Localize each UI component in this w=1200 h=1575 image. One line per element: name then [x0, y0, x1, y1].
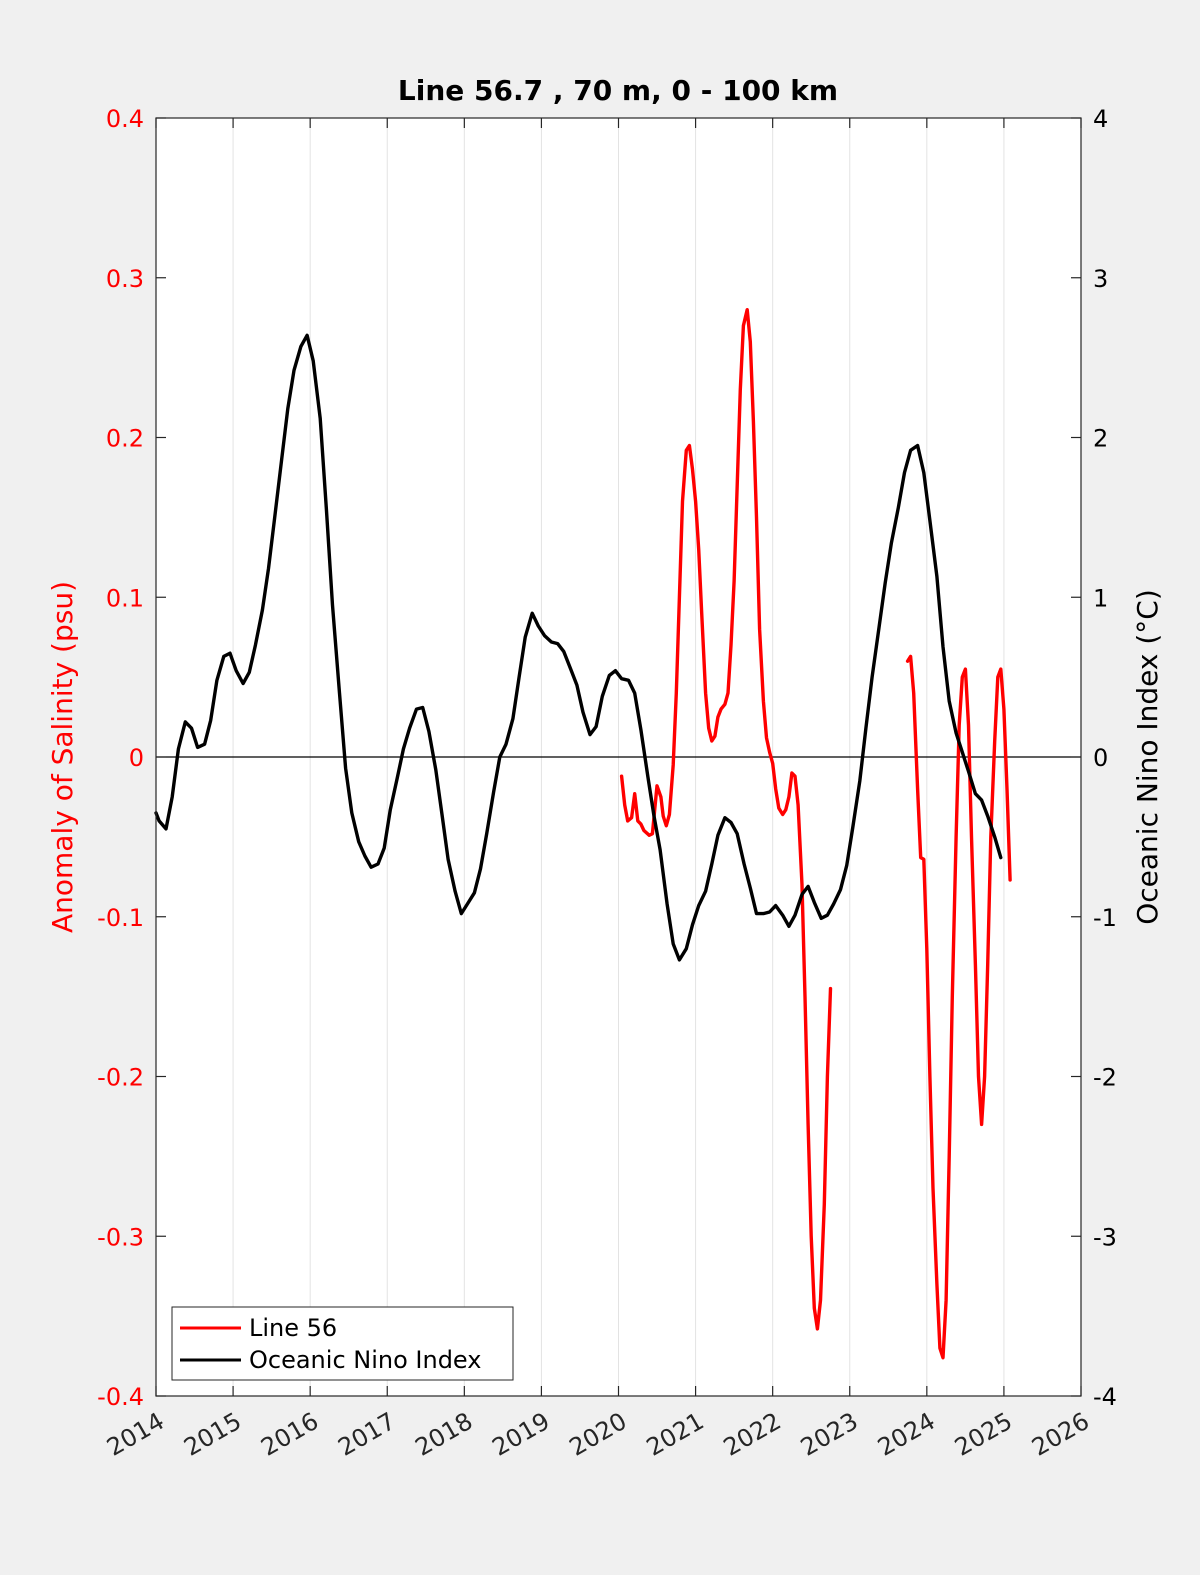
- right-y-axis: -4 -3 -2 -1 0 1 2 3 4: [1071, 105, 1117, 1411]
- series-line-oceanic-nino-index-segment-1: [154, 333, 1003, 962]
- legend-box: [171, 1306, 514, 1381]
- left-tick-label--0.2: -0.2: [97, 1064, 144, 1092]
- series-line-line-56-segment-1: [619, 308, 833, 1331]
- series-line-line-56-segment-2: [905, 654, 1012, 1360]
- right-tick-label-1: 1: [1093, 584, 1108, 612]
- left-tick-label--0.4: -0.4: [97, 1383, 144, 1411]
- right-tick-label--3: -3: [1093, 1223, 1117, 1251]
- left-axis-label: Anomaly of Salinity (psu): [46, 581, 79, 933]
- left-tick-label-0.3: 0.3: [106, 265, 144, 293]
- right-tick-label--2: -2: [1093, 1064, 1117, 1092]
- right-tick-label-4: 4: [1093, 105, 1108, 133]
- right-tick-label--4: -4: [1093, 1383, 1117, 1411]
- chart-title: Line 56.7 , 70 m, 0 - 100 km: [398, 74, 838, 107]
- left-tick-label-0.4: 0.4: [106, 105, 144, 133]
- left-tick-label--0.3: -0.3: [97, 1223, 144, 1251]
- legend: Line 56 Oceanic Nino Index: [171, 1306, 514, 1381]
- left-y-axis: -0.4 -0.3 -0.2 -0.1 0 0.1 0.2 0.3 0.4: [97, 105, 166, 1411]
- legend-label-oceanic-nino-index: Oceanic Nino Index: [249, 1346, 481, 1374]
- left-tick-label-0.1: 0.1: [106, 584, 144, 612]
- right-tick-label--1: -1: [1093, 904, 1117, 932]
- right-tick-label-0: 0: [1093, 744, 1108, 772]
- left-tick-label-0.2: 0.2: [106, 425, 144, 453]
- left-tick-label-0: 0: [129, 744, 144, 772]
- right-tick-label-3: 3: [1093, 265, 1108, 293]
- series-layer: [154, 308, 1012, 1360]
- right-tick-label-2: 2: [1093, 425, 1108, 453]
- legend-label-line-56: Line 56: [249, 1314, 337, 1342]
- right-axis-label: Oceanic Nino Index (°C): [1131, 589, 1164, 925]
- left-tick-label--0.1: -0.1: [97, 904, 144, 932]
